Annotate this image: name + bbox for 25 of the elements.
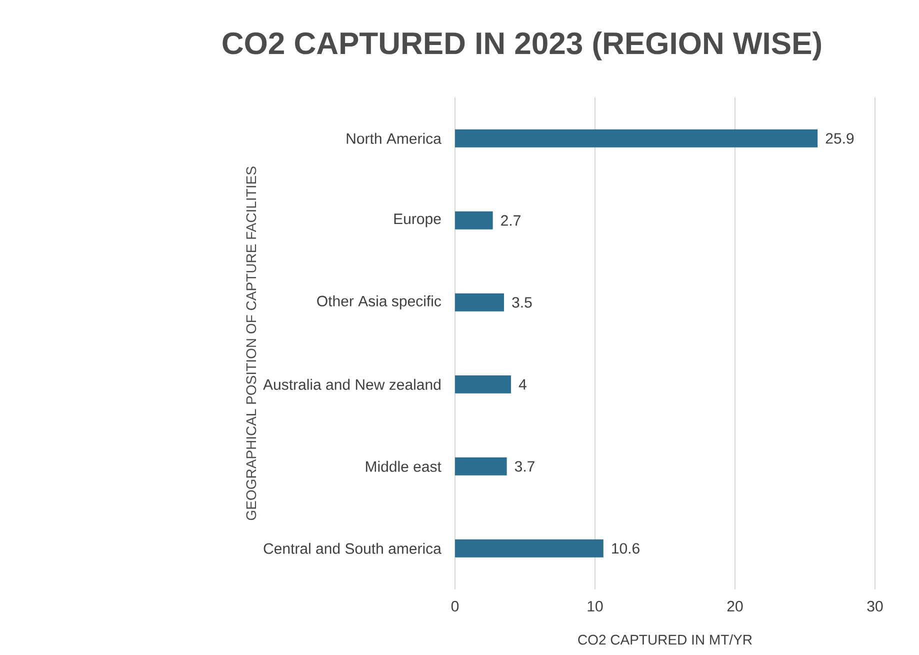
bar xyxy=(455,539,604,558)
y-tick-label: Other Asia specific xyxy=(317,295,442,310)
data-label: 2.7 xyxy=(501,215,520,226)
chart-title: CO2 CAPTURED IN 2023 (REGION WISE) xyxy=(222,32,821,60)
data-label: 3.7 xyxy=(514,461,534,472)
x-tick-label: 0 xyxy=(451,600,459,612)
data-label: 3.5 xyxy=(512,297,532,308)
x-axis-title: CO2 CAPTURED IN MT/YR xyxy=(578,634,752,645)
y-tick-label: Middle east xyxy=(366,460,442,472)
bar xyxy=(455,293,504,312)
data-label: 10.6 xyxy=(612,543,640,554)
x-tick-label: 10 xyxy=(588,600,603,612)
x-tick-label: 20 xyxy=(727,600,743,612)
data-label: 25.9 xyxy=(826,133,854,144)
data-label: 4 xyxy=(518,379,526,390)
y-axis-title: GEOGRAPHICAL POSITION OF CAPTURE FACILITIES xyxy=(246,166,256,520)
y-tick-label: Australia and New zealand xyxy=(263,378,440,390)
y-tick-label: Central and South america xyxy=(264,542,442,554)
bar xyxy=(455,211,493,230)
y-tick-label: Europe xyxy=(394,214,441,228)
x-tick-label: 30 xyxy=(867,600,883,612)
bar xyxy=(455,457,507,476)
y-tick-label: North America xyxy=(346,132,442,144)
bar xyxy=(455,375,511,394)
bar xyxy=(455,129,818,148)
